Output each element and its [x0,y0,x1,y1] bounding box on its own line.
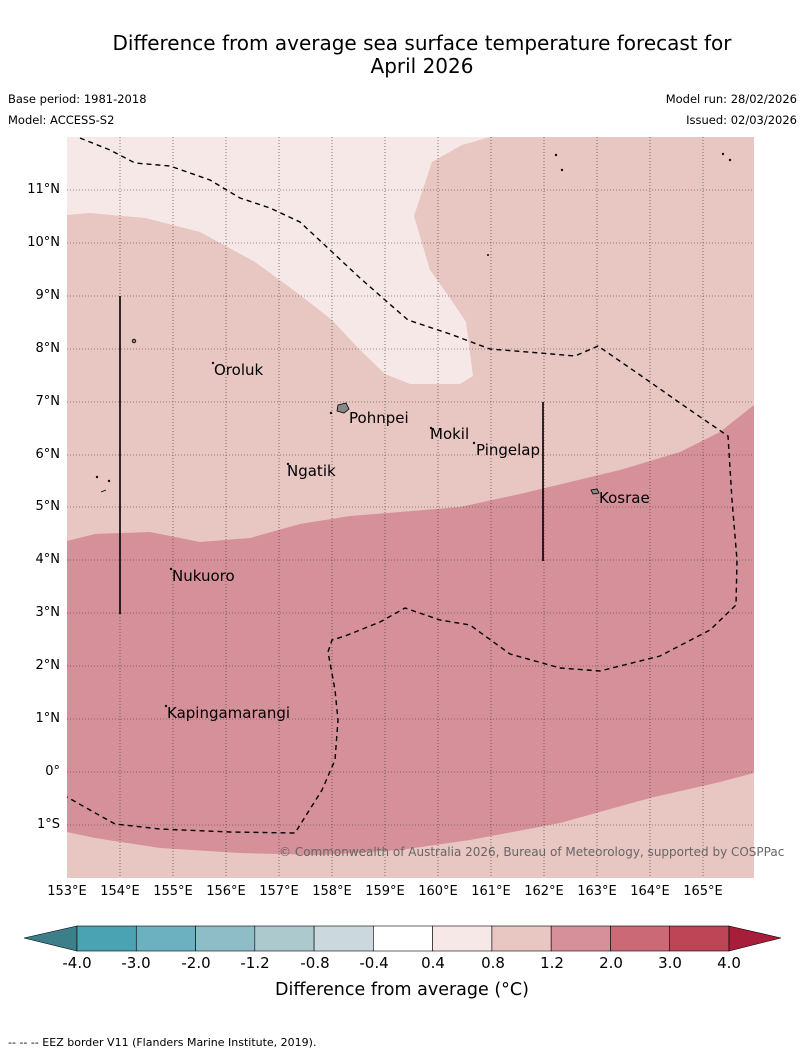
colorbar-tick: 0.4 [421,954,445,972]
colorbar-low-arrow [23,925,78,952]
islet [560,168,564,172]
lon-label: 165°E [683,884,723,899]
islet [95,475,99,479]
lat-label: 11°N [27,182,60,197]
label-kosrae: Kosrae [599,489,650,507]
lon-label: 160°E [418,884,458,899]
colorbar-cell [550,925,611,952]
model-name: Model: ACCESS-S2 [8,113,115,127]
colorbar-cell [491,925,552,952]
band-1.2-2.0 [67,405,754,855]
model-run: Model run: 28/02/2026 [665,92,797,106]
lon-label: 158°E [312,884,352,899]
oroluk-islet [211,361,215,365]
colorbar-tick: 3.0 [658,954,682,972]
kapingamarangi-islet [164,704,168,708]
issued-date: Issued: 02/03/2026 [686,113,797,127]
eez-border [66,137,738,834]
lon-label: 163°E [577,884,617,899]
islet [728,158,732,162]
lat-label: 8°N [35,341,61,356]
label-mokil: Mokil [430,425,470,443]
lat-label: 9°N [35,288,61,303]
lat-label: 3°N [35,605,61,620]
colorbar-cell [254,925,315,952]
lat-label: 6°N [35,447,61,462]
lat-label: 1°N [35,711,61,726]
lon-label: 155°E [153,884,193,899]
graticule [67,137,754,878]
colorbar-high-arrow [728,925,782,952]
lon-label: 154°E [100,884,140,899]
lon-label: 162°E [524,884,564,899]
lon-label: 157°E [259,884,299,899]
colorbar-tick: -0.4 [359,954,389,972]
lat-label: 7°N [35,394,61,409]
label-nukuoro: Nukuoro [172,567,235,585]
colorbar-tick: 4.0 [717,954,741,972]
lon-label: 156°E [206,884,246,899]
colorbar-tick: -0.8 [300,954,330,972]
colorbar-tick: -2.0 [181,954,211,972]
lat-label: 10°N [27,235,60,250]
label-oroluk: Oroluk [214,361,264,379]
colorbar-cell [610,925,671,952]
lon-label: 153°E [47,884,87,899]
mokil-islet [429,426,433,430]
lat-label: 4°N [35,552,61,567]
nukuoro-islet [169,567,173,571]
boundary-lines [119,296,544,614]
lon-label: 164°E [630,884,670,899]
islet [131,338,137,344]
lat-label: 2°N [35,658,61,673]
label-ngatik: Ngatik [287,462,336,480]
colorbar-label: Difference from average (°C) [275,980,529,1000]
colorbar-cell [669,925,730,952]
band-0.4-0.8 [67,137,490,384]
lon-label: 159°E [365,884,405,899]
base-period: Base period: 1981-2018 [8,92,147,106]
ngatik-islet [286,462,290,466]
colorbar-cell [313,925,374,952]
islands [95,152,732,708]
islet [329,411,333,415]
lat-label: 1°S [36,817,60,832]
islet [100,489,107,493]
colorbar [23,925,782,952]
colorbar-tick: -1.2 [240,954,270,972]
lat-label: 5°N [35,499,61,514]
islet [486,253,489,256]
title-line-2: April 2026 [370,54,474,78]
colorbar-tick: -3.0 [121,954,151,972]
lat-label: 0° [45,764,60,779]
colorbar-tick: -4.0 [62,954,92,972]
pingelap-islet [472,441,476,445]
label-kapingamarangi: Kapingamarangi [167,704,291,722]
colorbar-cell [195,925,256,952]
colorbar-tick: 2.0 [599,954,623,972]
copyright-notice: © Commonwealth of Australia 2026, Bureau… [279,845,785,859]
kosrae-island [590,488,600,495]
colorbar-tick: 0.8 [481,954,505,972]
map-title: Difference from average sea surface temp… [0,32,804,78]
colorbar-cell [373,925,433,952]
colorbar-tick: 1.2 [540,954,564,972]
colorbar-cell [135,925,196,952]
pohnpei-island [336,402,350,414]
footnote-eez: -- -- -- EEZ border V11 (Flanders Marine… [8,1036,317,1049]
title-line-1: Difference from average sea surface temp… [112,31,732,55]
islet [107,479,111,483]
colorbar-cell [432,925,493,952]
islet [721,152,725,156]
label-pingelap: Pingelap [476,441,541,459]
lon-label: 161°E [471,884,511,899]
label-pohnpei: Pohnpei [349,409,409,427]
islet [554,153,558,157]
colorbar-cell [76,925,137,952]
